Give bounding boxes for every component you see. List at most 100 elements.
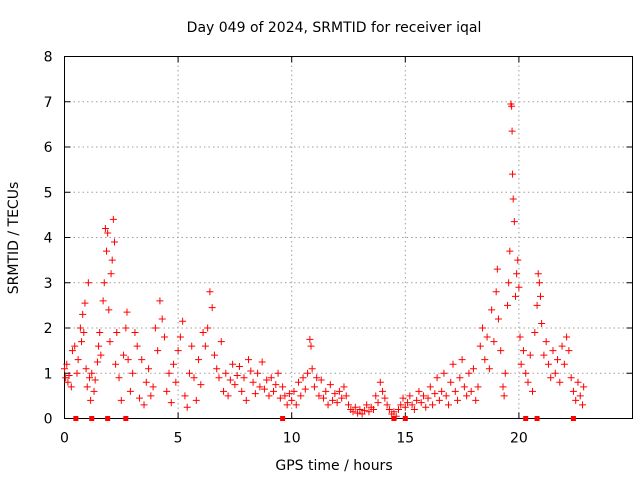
data-point — [438, 387, 446, 395]
data-point — [565, 347, 573, 355]
data-point — [78, 338, 86, 346]
data-point — [147, 392, 155, 400]
data-point — [472, 396, 480, 404]
data-point — [505, 279, 513, 287]
x-tick-labels: 0 5 10 15 20 — [60, 431, 528, 447]
data-point — [485, 365, 493, 373]
data-point — [142, 378, 150, 386]
data-point — [351, 403, 359, 411]
y-axis-label: SRMTID / TECUs — [6, 182, 22, 295]
data-point — [463, 392, 471, 400]
data-point — [210, 351, 218, 359]
data-point — [235, 362, 243, 370]
data-point — [110, 238, 118, 246]
data-point — [301, 385, 309, 393]
data-point — [215, 374, 223, 382]
data-point — [369, 405, 377, 413]
data-point — [401, 403, 409, 411]
data-point — [63, 360, 71, 368]
chart-title: Day 049 of 2024, SRMTID for receiver iqa… — [187, 20, 482, 36]
data-point — [108, 256, 116, 264]
data-point — [90, 387, 98, 395]
data-point — [107, 270, 115, 278]
data-point — [133, 342, 141, 350]
data-point — [240, 374, 248, 382]
zero-marker — [105, 416, 111, 421]
data-point — [493, 265, 501, 273]
data-point — [320, 394, 328, 402]
data-point — [435, 396, 443, 404]
data-point — [560, 360, 568, 368]
data-point — [313, 374, 321, 382]
data-point — [80, 329, 88, 337]
data-point — [85, 374, 93, 382]
data-point — [154, 347, 162, 355]
x-axis-label: GPS time / hours — [275, 458, 392, 474]
data-point — [509, 195, 517, 203]
data-point — [458, 356, 466, 364]
data-point — [363, 401, 371, 409]
data-point — [394, 405, 402, 413]
zero-marker — [570, 416, 576, 421]
data-point — [501, 369, 509, 377]
data-point — [79, 310, 87, 318]
data-point — [68, 347, 76, 355]
data-point — [283, 401, 291, 409]
data-point — [113, 329, 121, 337]
data-point — [511, 292, 519, 300]
data-point — [538, 319, 546, 327]
data-point — [397, 401, 405, 409]
data-point — [106, 338, 114, 346]
data-point — [354, 409, 362, 417]
y-tick-label: 1 — [44, 366, 53, 382]
data-point — [140, 401, 148, 409]
data-point — [115, 374, 123, 382]
data-point — [131, 329, 139, 337]
data-point — [456, 374, 464, 382]
data-point — [274, 369, 282, 377]
data-point — [101, 224, 109, 232]
data-point — [285, 390, 293, 398]
data-point — [381, 394, 389, 402]
data-point — [499, 383, 507, 391]
data-point — [199, 329, 207, 337]
y-tick-label: 4 — [44, 231, 53, 247]
data-point — [88, 369, 96, 377]
data-point — [267, 374, 275, 382]
data-point — [465, 369, 473, 377]
data-point — [163, 387, 171, 395]
data-point — [442, 392, 450, 400]
data-point — [100, 279, 108, 287]
x-tick-label: 0 — [60, 431, 69, 447]
data-point — [558, 342, 566, 350]
y-tick-label: 2 — [44, 321, 53, 337]
data-point — [226, 376, 234, 384]
data-point — [265, 392, 273, 400]
x-tick-label: 15 — [396, 431, 414, 447]
data-point — [71, 342, 79, 350]
data-point — [399, 394, 407, 402]
data-point — [460, 383, 468, 391]
data-point — [433, 374, 441, 382]
data-point — [73, 369, 81, 377]
data-point — [126, 387, 134, 395]
data-point — [424, 394, 432, 402]
data-point — [238, 387, 246, 395]
data-point — [65, 372, 73, 380]
data-point — [333, 399, 341, 407]
data-point — [288, 396, 296, 404]
data-point — [449, 360, 457, 368]
data-point — [338, 394, 346, 402]
data-point — [454, 396, 462, 404]
data-point — [574, 378, 582, 386]
data-point — [81, 299, 89, 307]
data-point — [372, 392, 380, 400]
data-point — [544, 360, 552, 368]
data-point — [360, 406, 368, 414]
data-point — [492, 288, 500, 296]
data-point — [579, 401, 587, 409]
data-point — [365, 408, 373, 416]
zero-marker — [402, 416, 408, 421]
data-point — [419, 392, 427, 400]
y-tick-label: 8 — [44, 50, 53, 66]
